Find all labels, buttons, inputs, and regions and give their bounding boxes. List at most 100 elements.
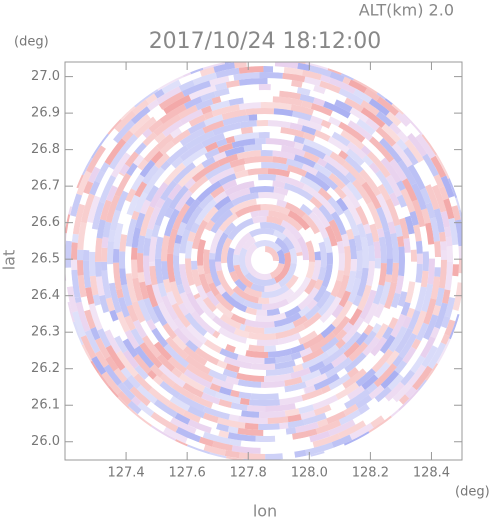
echo-cell <box>263 428 287 437</box>
echo-cell <box>444 319 456 337</box>
echo-cell <box>347 385 365 401</box>
echo-cell <box>165 336 189 360</box>
echo-cell <box>221 179 238 191</box>
echo-cell <box>352 406 377 425</box>
echo-cell <box>284 305 302 319</box>
echo-cell <box>328 373 351 391</box>
echo-cell <box>233 328 250 339</box>
echo-cell <box>404 252 412 269</box>
echo-cell <box>236 354 265 364</box>
echo-cell <box>190 310 216 336</box>
echo-cell <box>209 75 230 87</box>
echo-cell <box>229 198 257 215</box>
echo-cell <box>375 323 389 340</box>
echo-cell <box>77 275 87 298</box>
echo-cell <box>107 119 122 135</box>
echo-cell <box>343 403 359 417</box>
echo-cell <box>224 180 255 197</box>
echo-cell <box>190 179 212 201</box>
echo-cell <box>374 361 391 379</box>
echo-cell <box>139 138 159 159</box>
echo-cell <box>70 187 79 207</box>
echo-cell <box>235 174 259 185</box>
echo-cell <box>126 194 140 216</box>
echo-cell <box>336 197 349 212</box>
echo-cell <box>448 196 458 207</box>
echo-cell <box>254 441 284 448</box>
echo-cell <box>258 423 280 431</box>
echo-cell <box>301 82 315 91</box>
echo-cell <box>242 236 256 251</box>
echo-cell <box>280 127 305 138</box>
echo-cell <box>153 399 178 418</box>
echo-cell <box>71 242 78 260</box>
echo-cell <box>167 401 186 416</box>
echo-cell <box>433 174 445 189</box>
echo-cell <box>366 382 378 394</box>
echo-cell <box>383 306 397 326</box>
echo-cell <box>126 304 139 323</box>
echo-cell <box>71 269 81 298</box>
echo-cell <box>407 309 421 331</box>
echo-cell <box>124 329 140 349</box>
echo-cell <box>382 326 394 340</box>
echo-cell <box>82 157 93 176</box>
echo-cell <box>315 290 332 309</box>
echo-cell <box>147 206 161 230</box>
echo-cell <box>217 153 239 167</box>
echo-cell <box>65 240 72 268</box>
echo-cell <box>65 267 73 287</box>
echo-cell <box>224 146 245 157</box>
echo-cell <box>174 189 193 212</box>
echo-cell <box>330 279 343 298</box>
echo-cell <box>355 352 375 372</box>
echo-cell <box>268 348 293 358</box>
echo-cell <box>442 289 451 304</box>
echo-cell <box>320 323 336 339</box>
echo-cell <box>202 412 219 424</box>
echo-cell <box>375 111 394 127</box>
echo-cell <box>309 331 336 353</box>
echo-cell <box>161 79 182 94</box>
echo-cell <box>237 415 268 425</box>
echo-cell <box>112 173 124 188</box>
echo-cell <box>398 389 420 411</box>
echo-cell <box>225 456 244 460</box>
echo-cell <box>326 252 333 265</box>
echo-cell <box>139 281 149 300</box>
echo-cell <box>385 198 401 227</box>
echo-cell <box>232 212 252 227</box>
echo-cell <box>192 72 218 86</box>
echo-cell <box>280 219 302 240</box>
echo-cell <box>304 373 328 388</box>
chart-title: 2017/10/24 18:12:00 <box>149 29 382 54</box>
echo-cell <box>368 245 376 261</box>
echo-cell <box>230 306 257 322</box>
echo-cell <box>305 226 321 253</box>
echo-cell <box>195 296 217 320</box>
echo-cell <box>369 223 380 243</box>
echo-cell <box>84 309 96 330</box>
echo-cell <box>400 369 415 386</box>
echo-cell <box>198 193 214 210</box>
echo-cell <box>290 351 302 361</box>
echo-cell <box>182 382 204 398</box>
echo-cell <box>303 138 333 157</box>
echo-cell <box>203 444 226 456</box>
echo-cell <box>315 170 339 191</box>
echo-cell <box>187 231 196 242</box>
echo-cell <box>287 414 302 423</box>
echo-cell <box>274 251 291 284</box>
echo-cell <box>274 62 299 69</box>
echo-cell <box>139 199 151 215</box>
echo-cell <box>350 259 358 272</box>
echo-cell <box>294 357 304 366</box>
echo-cell <box>155 236 164 259</box>
echo-cell <box>190 67 204 75</box>
echo-cell <box>160 160 171 171</box>
echo-cell <box>390 292 401 309</box>
echo-cell <box>109 309 119 322</box>
echo-cell <box>366 151 391 178</box>
echo-cell <box>273 312 302 328</box>
echo-cell <box>97 328 111 348</box>
